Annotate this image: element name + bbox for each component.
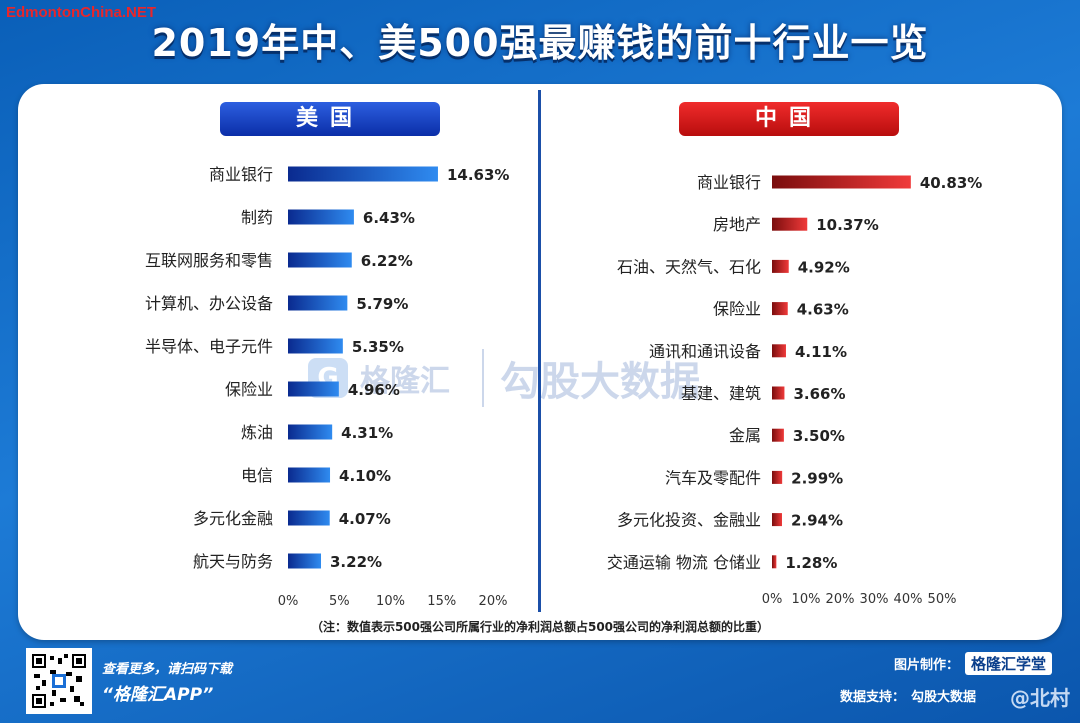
us-header: 美国 xyxy=(220,102,440,136)
cn-value-label: 2.99% xyxy=(791,469,843,487)
us-category-label: 制药 xyxy=(241,208,273,227)
us-bar xyxy=(288,295,348,311)
panel-divider xyxy=(538,90,541,612)
us-bar xyxy=(288,166,438,182)
cn-x-tick-label: 20% xyxy=(826,592,855,607)
us-category-label: 航天与防务 xyxy=(193,552,273,571)
watermark-name: 格隆汇 xyxy=(360,364,450,399)
us-category-label: 商业银行 xyxy=(209,165,273,184)
us-bar xyxy=(288,553,322,569)
cn-value-label: 3.50% xyxy=(793,427,845,445)
qr-code[interactable] xyxy=(26,648,92,714)
us-category-label: 保险业 xyxy=(225,380,273,399)
us-category-label: 多元化金融 xyxy=(193,509,273,528)
scan-text: 查看更多，请扫码下载 xyxy=(102,662,233,677)
cn-bar xyxy=(772,302,788,316)
cn-bar xyxy=(772,259,789,273)
us-value-label: 14.63% xyxy=(447,166,509,184)
cn-value-label: 2.94% xyxy=(791,512,843,530)
cn-category-label: 保险业 xyxy=(713,300,761,319)
us-x-tick-label: 15% xyxy=(427,594,456,609)
credit-data-source: 数据支持： 勾股大数据 xyxy=(840,686,1052,705)
cn-category-label: 基建、建筑 xyxy=(681,384,761,403)
us-value-label: 4.96% xyxy=(348,381,400,399)
cn-value-label: 4.63% xyxy=(797,301,849,319)
us-bar xyxy=(288,381,339,397)
cn-x-tick-label: 10% xyxy=(792,592,821,607)
us-category-label: 电信 xyxy=(241,466,273,485)
cn-value-label: 4.11% xyxy=(795,343,847,361)
footnote: （注：数值表示500强公司所属行业的净利润总额占500强公司的净利润总额的比重） xyxy=(310,620,770,634)
page-title: 2019年中、美500强最赚钱的前十行业一览 xyxy=(151,21,929,65)
us-bar xyxy=(288,338,343,354)
credit-made-by: 图片制作： 格隆汇学堂 xyxy=(894,652,1052,675)
cn-bar xyxy=(772,428,784,442)
us-x-tick-label: 20% xyxy=(479,594,508,609)
cn-category-label: 金属 xyxy=(729,426,761,445)
cn-bar xyxy=(772,470,783,484)
cn-x-tick-label: 0% xyxy=(762,592,783,607)
us-category-label: 计算机、办公设备 xyxy=(145,294,273,313)
cn-category-label: 商业银行 xyxy=(697,173,761,192)
us-value-label: 4.10% xyxy=(339,467,391,485)
us-x-tick-label: 10% xyxy=(376,594,405,609)
us-x-tick-label: 0% xyxy=(278,594,299,609)
site-tag: EdmontonChina.NET xyxy=(6,4,156,21)
cn-category-label: 多元化投资、金融业 xyxy=(617,511,761,530)
cn-category-label: 交通运输 物流 仓储业 xyxy=(607,553,761,572)
cn-bar xyxy=(772,175,911,189)
cn-value-label: 4.92% xyxy=(798,258,850,276)
cn-value-label: 40.83% xyxy=(920,174,982,192)
app-name: “格隆汇APP” xyxy=(102,685,214,705)
cn-bar xyxy=(772,386,785,400)
cn-value-label: 3.66% xyxy=(793,385,845,403)
weibo-handle: @北村 xyxy=(1010,686,1070,710)
us-bar xyxy=(288,510,330,526)
cn-bar xyxy=(772,344,786,358)
us-value-label: 5.79% xyxy=(356,295,408,313)
us-bar xyxy=(288,424,333,440)
us-value-label: 6.43% xyxy=(363,209,415,227)
cn-bar xyxy=(772,217,808,231)
cn-header: 中国 xyxy=(679,102,899,136)
us-bar xyxy=(288,467,331,483)
watermark-sub: 勾股大数据 xyxy=(482,349,700,407)
us-category-label: 炼油 xyxy=(241,423,273,442)
us-category-label: 互联网服务和零售 xyxy=(145,251,273,270)
cn-x-tick-label: 50% xyxy=(928,592,957,607)
cn-category-label: 汽车及零配件 xyxy=(665,468,761,487)
us-value-label: 4.07% xyxy=(339,510,391,528)
us-value-label: 4.31% xyxy=(341,424,393,442)
cn-category-label: 房地产 xyxy=(713,215,761,234)
cn-x-tick-label: 30% xyxy=(860,592,889,607)
us-x-tick-label: 5% xyxy=(329,594,350,609)
data-source: 勾股大数据 xyxy=(910,690,976,705)
cn-bar xyxy=(772,513,782,527)
us-bar xyxy=(288,209,354,225)
us-bar xyxy=(288,252,352,268)
made-by-brand: 格隆汇学堂 xyxy=(964,652,1052,675)
qr-code-icon xyxy=(30,652,88,710)
cn-value-label: 1.28% xyxy=(785,554,837,572)
us-value-label: 5.35% xyxy=(352,338,404,356)
cn-x-tick-label: 40% xyxy=(894,592,923,607)
cn-bar xyxy=(772,555,777,569)
us-value-label: 3.22% xyxy=(330,553,382,571)
made-by-label: 图片制作： xyxy=(893,658,959,673)
cn-category-label: 石油、天然气、石化 xyxy=(617,257,761,276)
cn-value-label: 10.37% xyxy=(816,216,878,234)
us-category-label: 半导体、电子元件 xyxy=(145,337,273,356)
cn-category-label: 通讯和通讯设备 xyxy=(649,342,761,361)
us-value-label: 6.22% xyxy=(361,252,413,270)
data-label: 数据支持： xyxy=(839,690,905,705)
